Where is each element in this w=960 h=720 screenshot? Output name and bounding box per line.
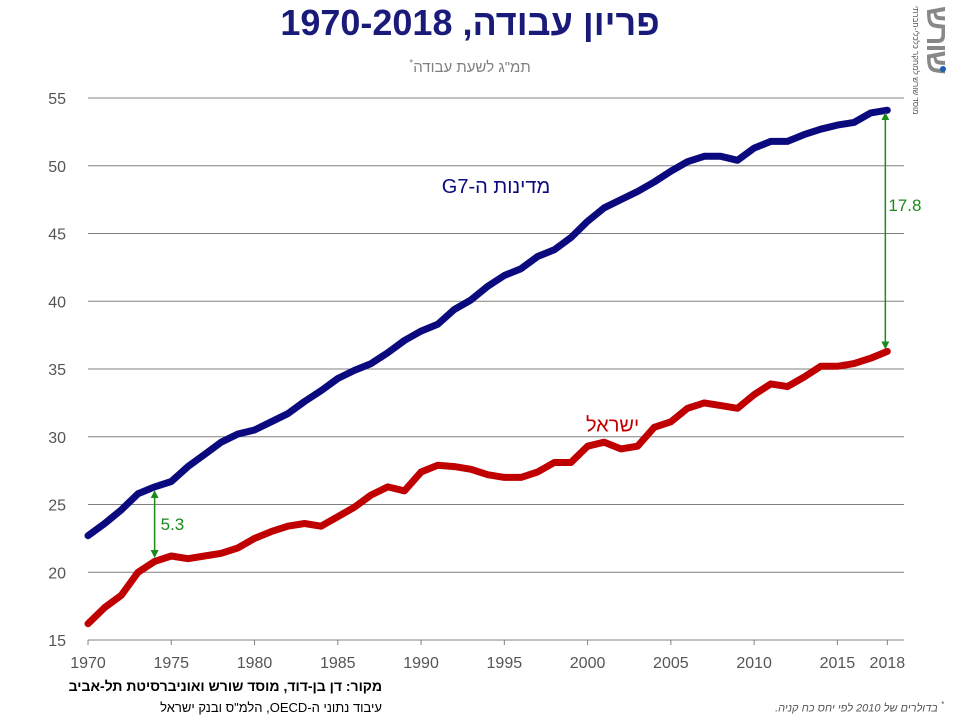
x-tick-label: 2015 [820, 655, 856, 672]
footnote-mark: * [940, 700, 944, 709]
x-tick-label: 1980 [237, 655, 273, 672]
y-tick-label: 20 [48, 565, 66, 582]
logo-dot-icon [940, 66, 946, 72]
y-tick-label: 50 [48, 159, 66, 176]
x-tick-label: 1990 [403, 655, 439, 672]
x-tick-label: 1995 [487, 655, 523, 672]
y-tick-label: 30 [48, 430, 66, 447]
footnote-text: בדולרים של 2010 לפי יחס כח קניה. [775, 702, 938, 715]
y-tick-label: 40 [48, 294, 66, 311]
x-tick-label: 1975 [153, 655, 189, 672]
y-tick-label: 55 [48, 91, 66, 108]
x-tick-label: 2000 [570, 655, 606, 672]
chart-title: פריון עבודה, 1970-2018 [280, 2, 660, 43]
series-layer: מדינות ה-G7 ישראל [84, 106, 891, 628]
logo-tagline: מוסד שורש למחקר כלכלי-חברתי [911, 6, 920, 115]
x-tick-label: 2018 [870, 655, 906, 672]
grid-layer [88, 97, 904, 641]
gap-label: 5.3 [161, 515, 185, 534]
x-tick-label: 2005 [653, 655, 689, 672]
x-tick-label: 1985 [320, 655, 356, 672]
annotation-layer: 5.3 17.8 [150, 112, 921, 559]
subtitle-footnote-mark: * [409, 58, 414, 69]
shoresh-logo: שורש מוסד שורש למחקר כלכלי-חברתי [910, 6, 953, 115]
x-tick-label: 2010 [736, 655, 772, 672]
series-label-g7: מדינות ה-G7 [442, 176, 550, 198]
series-label-israel: ישראל [586, 414, 639, 436]
y-tick-label: 25 [48, 498, 66, 515]
x-tick-label: 1970 [70, 655, 106, 672]
series-line-israel [84, 347, 891, 628]
y-tick-label: 35 [48, 362, 66, 379]
logo-word: שורש [920, 6, 953, 73]
source-processing: עיבוד נתוני ה-OECD, הלמ"ס ובנק ישראל [160, 700, 382, 715]
footnote: * בדולרים של 2010 לפי יחס כח קניה. [775, 700, 944, 715]
y-tick-label: 45 [48, 227, 66, 244]
chart-subtitle: תמ"ג לשעת עבודה* [0, 58, 940, 76]
source-credit: מקור: דן בן-דוד, מוסד שורש ואוניברסיטת ת… [68, 678, 382, 694]
gap-label: 17.8 [888, 196, 921, 215]
axis-layer: 15 20 25 30 35 40 45 50 55 1970 1975 1980 1985 1990 19… [48, 91, 905, 672]
subtitle-text: תמ"ג לשעת עבודה [413, 59, 531, 76]
y-tick-label: 15 [48, 633, 66, 650]
series-line-g7 [84, 106, 891, 540]
